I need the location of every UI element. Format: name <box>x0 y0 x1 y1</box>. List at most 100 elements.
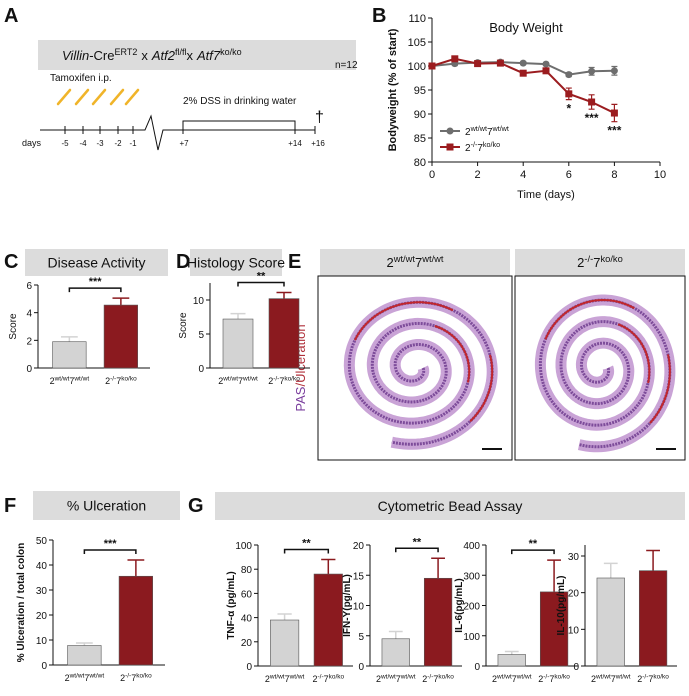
title-box <box>25 249 168 276</box>
panel-letter: C <box>4 251 18 273</box>
x-tick-label: 2-/-7ko/ko <box>268 376 300 386</box>
error-bar <box>388 630 403 639</box>
bar <box>638 570 668 667</box>
bar <box>67 645 102 666</box>
significance-label: ** <box>529 538 538 550</box>
panel-letter: B <box>372 5 386 27</box>
title-box <box>33 491 180 520</box>
ulceration <box>434 325 471 383</box>
label-part: wt/wt <box>88 673 104 680</box>
x-tick-label: 2wt/wt7wt/wt <box>265 674 305 684</box>
error-bar <box>603 562 618 578</box>
y-tick-label: 100 <box>408 61 426 73</box>
label-part: -/- <box>427 674 433 681</box>
y-axis-label: IL-10(pg/mL) <box>556 576 567 636</box>
label-part: 2 <box>591 674 596 684</box>
label-part: wt/wt <box>69 673 85 680</box>
point <box>610 67 618 75</box>
y-tick-label: 20 <box>36 611 48 622</box>
y-tick-label: 0 <box>26 364 32 375</box>
series-line <box>431 57 615 114</box>
point <box>496 59 504 67</box>
bar <box>103 304 138 369</box>
cross-part: x <box>186 48 193 63</box>
label-part: -/- <box>318 674 324 681</box>
x-tick-label: 2-/-7ko/ko <box>637 674 669 684</box>
panel-letter: E <box>288 251 301 273</box>
label-part: wt/wt <box>73 376 89 383</box>
chart-title: Histology Score <box>187 255 285 271</box>
label-part: wt/wt <box>595 674 611 681</box>
cross-part: ERT2 <box>115 47 138 57</box>
label-part: 7 <box>477 143 483 154</box>
label-part: 7 <box>69 376 74 386</box>
label-part: 2 <box>637 674 642 684</box>
label-part: -/- <box>110 376 116 383</box>
bar <box>268 298 300 369</box>
x-tick-label: 4 <box>520 169 526 181</box>
label-part: -/- <box>125 673 131 680</box>
cross-part: x <box>141 48 148 63</box>
x-tick-label: 2wt/wt7wt/wt <box>591 674 631 684</box>
label-part: 7 <box>593 255 600 270</box>
chart-title: % Ulceration <box>67 498 146 514</box>
y-tick-label: 90 <box>414 109 426 121</box>
label-part: 7 <box>131 673 136 683</box>
label-part: ko/ko <box>438 674 454 681</box>
error-bar <box>431 557 445 579</box>
error-bar <box>127 559 145 577</box>
y-tick-label: 0 <box>358 662 364 673</box>
annotation: *** <box>607 124 621 138</box>
error-bar <box>230 312 246 320</box>
timeline-ticks <box>64 126 316 134</box>
bar <box>222 318 254 369</box>
point <box>610 109 618 117</box>
timeline <box>40 114 315 151</box>
y-tick-label: 15 <box>353 571 365 582</box>
point <box>519 59 527 67</box>
error-bar <box>75 642 93 646</box>
y-tick-label: 100 <box>235 541 252 552</box>
y-axis-label: TNF-α (pg/mL) <box>226 571 237 639</box>
bar <box>497 654 526 667</box>
bar <box>270 619 300 667</box>
label-part: 7 <box>512 674 517 684</box>
error-bar <box>60 336 78 342</box>
y-tick-label: 60 <box>241 589 253 600</box>
label-part: 7 <box>396 674 401 684</box>
x-tick-label: 0 <box>429 169 435 181</box>
point <box>542 67 550 75</box>
error-bar <box>547 559 561 592</box>
y-tick-label: 300 <box>463 571 480 582</box>
cross-text: Villin-CreERT2 x Atf2fl/flx Atf7ko/ko <box>62 47 242 63</box>
y-tick-label: 0 <box>573 662 579 673</box>
cross-part: fl/fl <box>175 47 187 57</box>
x-tick-label: 2wt/wt7wt/wt <box>218 376 258 386</box>
error-bar <box>646 549 660 571</box>
label-part: wt/wt <box>393 254 416 264</box>
label-part: 7 <box>285 674 290 684</box>
label-part: -/- <box>584 254 593 264</box>
error-bar <box>504 650 519 655</box>
legend-marker <box>446 127 454 135</box>
y-tick-label: 10 <box>193 296 205 307</box>
label-part: wt/wt <box>380 674 396 681</box>
chart-title: Disease Activity <box>47 255 145 271</box>
dss-label: 2% DSS in drinking water <box>183 96 297 107</box>
y-tick-label: 200 <box>463 602 480 613</box>
label-part: 7 <box>84 673 89 683</box>
label-part: -/- <box>642 674 648 681</box>
x-tick-label: 2 <box>475 169 481 181</box>
significance-bracket <box>395 547 439 553</box>
cross-part: ko/ko <box>220 47 242 57</box>
point <box>519 69 527 77</box>
label-part: 7 <box>549 674 554 684</box>
y-axis-label: Score <box>8 313 19 340</box>
label-part: ko/ko <box>653 674 669 681</box>
y-axis-label: IFN-Υ(pg/mL) <box>342 574 353 637</box>
label-part: wt/wt <box>242 376 258 383</box>
significance-label: *** <box>104 538 118 550</box>
significance-label: ** <box>257 271 266 283</box>
label-part: 7 <box>415 255 422 270</box>
